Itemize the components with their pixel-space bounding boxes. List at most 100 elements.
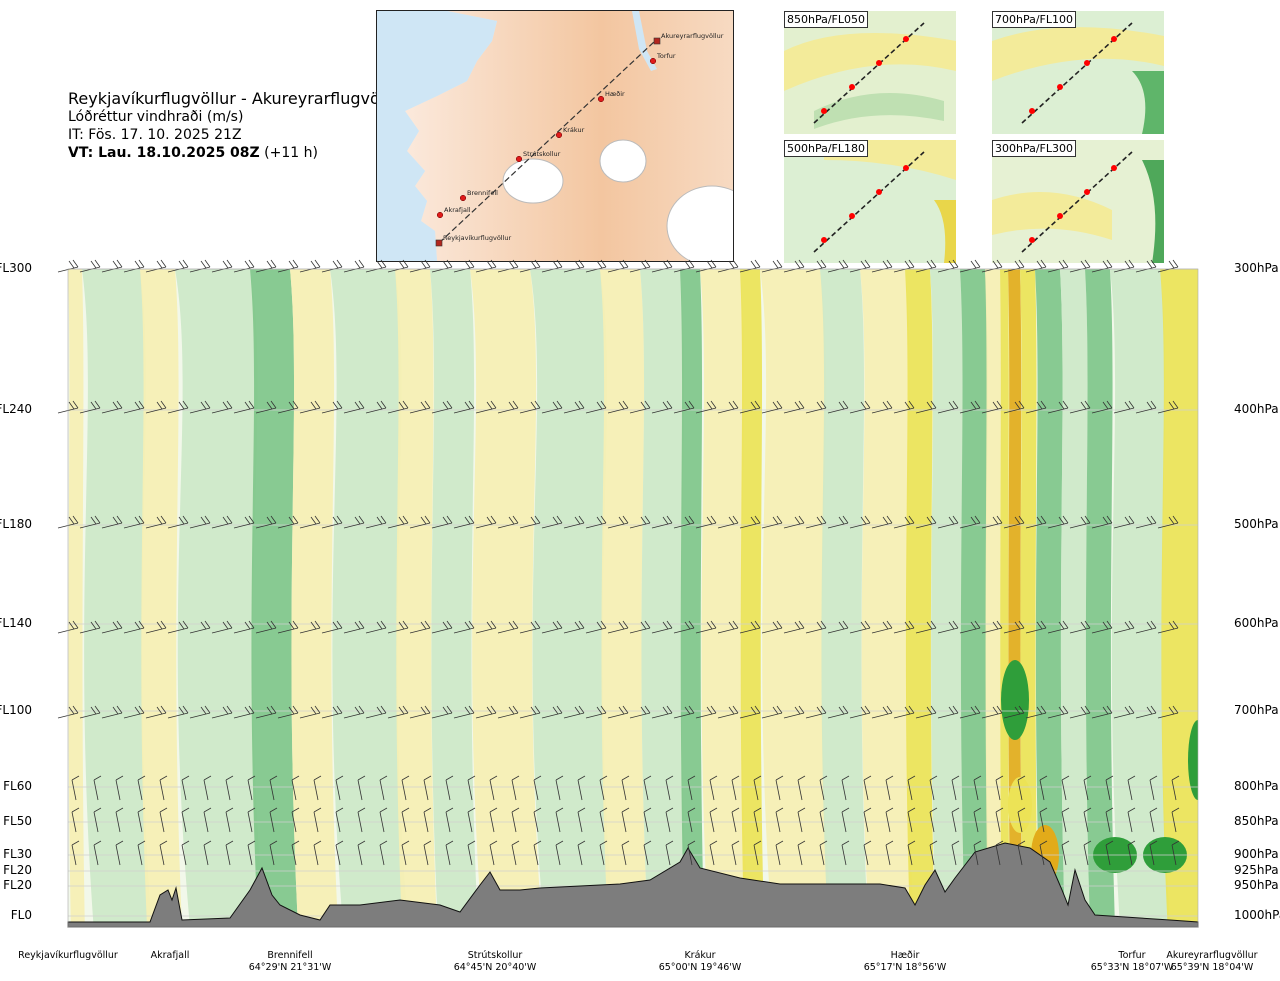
- wind-barb: [123, 400, 145, 414]
- wind-barb: [101, 400, 123, 414]
- wind-barb: [233, 620, 255, 634]
- glacier-vatnajokull: [666, 185, 733, 261]
- wind-barb: [225, 807, 234, 833]
- wind-barb: [599, 840, 608, 866]
- wind-barb: [115, 775, 124, 801]
- wind-barb: [1083, 775, 1092, 801]
- wind-barb: [731, 807, 740, 833]
- wind-barb: [497, 259, 519, 273]
- wind-barb: [203, 807, 212, 833]
- wind-barb: [665, 807, 674, 833]
- route-map: Reykjavíkurflugvöllur Akrafjall Brennifell…: [376, 10, 734, 262]
- wind-barb: [761, 515, 783, 529]
- glacier-langjokull: [502, 158, 564, 204]
- wind-barb: [1105, 840, 1114, 866]
- wind-barb: [423, 807, 432, 833]
- wind-barb: [189, 259, 211, 273]
- wind-barb: [1171, 807, 1180, 833]
- wind-barb: [1113, 620, 1135, 634]
- wind-barb: [247, 840, 256, 866]
- wind-barb: [717, 259, 739, 273]
- wind-barb: [915, 620, 937, 634]
- wind-barb: [159, 840, 168, 866]
- wind-barb: [291, 775, 300, 801]
- valid-time: VT: Lau. 18.10.2025 08Z: [68, 145, 260, 161]
- wind-barb: [343, 705, 365, 719]
- wind-barb: [211, 515, 233, 529]
- level-map-300-label: 300hPa/FL300: [992, 140, 1077, 157]
- y-tick-right: 300hPa: [1234, 261, 1279, 275]
- velocity-band: [82, 269, 152, 927]
- terrain-profile: [67, 842, 1199, 928]
- wind-barb: [225, 840, 234, 866]
- wind-barb: [343, 515, 365, 529]
- map-waypoint: Akureyrarflugvöllur: [653, 32, 724, 45]
- wind-barb: [357, 775, 366, 801]
- wind-barb: [357, 807, 366, 833]
- wind-barb: [995, 840, 1004, 866]
- map-waypoint-label: Strútskollur: [523, 150, 561, 158]
- wind-barb: [541, 515, 563, 529]
- wind-barb: [101, 705, 123, 719]
- wind-barb: [563, 620, 585, 634]
- wind-barb: [1025, 400, 1047, 414]
- wind-barb: [1149, 807, 1158, 833]
- wind-barb: [695, 515, 717, 529]
- wind-barb: [1025, 620, 1047, 634]
- wind-barb: [409, 705, 431, 719]
- wind-barb: [1003, 515, 1025, 529]
- location-name: Akrafjall: [150, 950, 190, 961]
- wind-barb: [533, 840, 542, 866]
- wind-barb: [827, 620, 849, 634]
- wind-barb: [365, 259, 387, 273]
- wind-barb: [453, 620, 475, 634]
- wind-barb: [401, 840, 410, 866]
- map-waypoint: Brennifell: [459, 189, 498, 202]
- wind-barb: [467, 840, 476, 866]
- wind-barb: [665, 775, 674, 801]
- wind-barb: [167, 620, 189, 634]
- wind-barb: [621, 807, 630, 833]
- map-waypoint: Hæðir: [597, 90, 625, 103]
- wind-barb: [1003, 620, 1025, 634]
- wind-barb: [797, 775, 806, 801]
- wind-barb: [519, 515, 541, 529]
- velocity-band: [175, 269, 265, 927]
- wind-barb: [519, 705, 541, 719]
- wind-barb: [211, 620, 233, 634]
- wind-barb: [145, 259, 167, 273]
- velocity-band: [1160, 269, 1198, 927]
- wind-barb: [533, 807, 542, 833]
- wind-barb: [797, 807, 806, 833]
- wind-barb: [607, 705, 629, 719]
- wind-barb: [137, 807, 146, 833]
- wind-barb: [775, 840, 784, 866]
- location-name: Krákur: [684, 950, 716, 961]
- wind-barb: [599, 807, 608, 833]
- velocity-band: [250, 269, 298, 927]
- wind-barb: [607, 515, 629, 529]
- wind-barb: [1069, 259, 1091, 273]
- wind-barb: [189, 620, 211, 634]
- wind-barb: [321, 515, 343, 529]
- y-tick-right: 400hPa: [1234, 402, 1279, 416]
- wind-barb: [643, 807, 652, 833]
- wind-barb: [387, 620, 409, 634]
- wind-barb: [1135, 400, 1157, 414]
- map-waypoint: Akrafjall: [436, 206, 471, 219]
- field-bands: [68, 269, 1198, 927]
- y-tick-left: FL20: [3, 878, 32, 892]
- wind-barb: [761, 620, 783, 634]
- route-title: Reykjavíkurflugvöllur - Akureyrarflugvöl…: [68, 89, 406, 108]
- wind-barb: [365, 620, 387, 634]
- y-tick-right: 800hPa: [1234, 779, 1279, 793]
- wind-barb: [585, 705, 607, 719]
- wind-barb: [885, 807, 894, 833]
- map-waypoint: Torfur: [649, 52, 676, 65]
- wind-barb: [1091, 515, 1113, 529]
- map-waypoint-label: Brennifell: [467, 189, 498, 197]
- wind-barb: [863, 807, 872, 833]
- wind-barb: [489, 840, 498, 866]
- y-tick-left: FL0: [10, 908, 32, 922]
